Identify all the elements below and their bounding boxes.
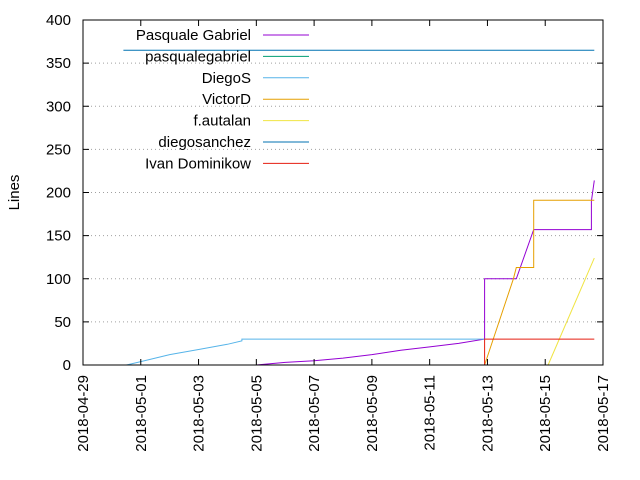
x-tick-label: 2018-05-03 <box>191 375 208 452</box>
y-tick-label: 400 <box>46 12 71 29</box>
x-tick-label: 2018-05-15 <box>537 375 554 452</box>
legend-entry-label: Ivan Dominikow <box>145 155 251 172</box>
x-tick-label: 2018-05-07 <box>306 375 323 452</box>
x-tick-label: 2018-05-01 <box>133 375 150 452</box>
y-axis-label: Lines <box>6 175 23 211</box>
series-lines <box>123 49 595 366</box>
x-tick-label: 2018-05-09 <box>364 375 381 452</box>
y-tick-label: 200 <box>46 185 71 202</box>
legend-entry-label: diegosanchez <box>158 134 251 151</box>
x-tick-label: 2018-05-11 <box>422 375 439 451</box>
y-tick-label: 150 <box>46 228 71 245</box>
x-tick-label: 2018-05-17 <box>595 375 612 452</box>
y-tick-label: 300 <box>46 98 71 115</box>
legend-entry-label: pasqualegabriel <box>145 48 251 65</box>
legend: Pasquale Gabriel pasqualegabriel DiegoS Vic… <box>136 27 309 172</box>
legend-entry-label: f.autalan <box>193 113 251 130</box>
x-tick-label: 2018-04-29 <box>75 375 92 452</box>
y-tick-label: 100 <box>46 271 71 288</box>
y-tick-label: 0 <box>63 357 71 374</box>
legend-entry-label: DiegoS <box>202 70 251 87</box>
legend-entry-label: Pasquale Gabriel <box>136 27 251 44</box>
series-line <box>484 199 595 366</box>
legend-entry-label: VictorD <box>202 91 251 108</box>
series-line <box>126 338 485 366</box>
x-tick-label: 2018-05-05 <box>248 375 265 452</box>
series-line <box>484 338 595 365</box>
x-tick-label: 2018-05-13 <box>479 375 496 452</box>
x-axis: 2018-04-29 2018-05-01 2018-05-03 2018-05-05… <box>75 20 612 452</box>
series-line <box>547 257 595 366</box>
series-line <box>256 180 595 366</box>
y-tick-label: 350 <box>46 55 71 72</box>
grid-lines <box>83 62 603 323</box>
y-tick-label: 50 <box>54 314 71 331</box>
y-axis: 0 50 100 150 200 250 300 350 400 <box>46 12 603 374</box>
y-tick-label: 250 <box>46 141 71 158</box>
